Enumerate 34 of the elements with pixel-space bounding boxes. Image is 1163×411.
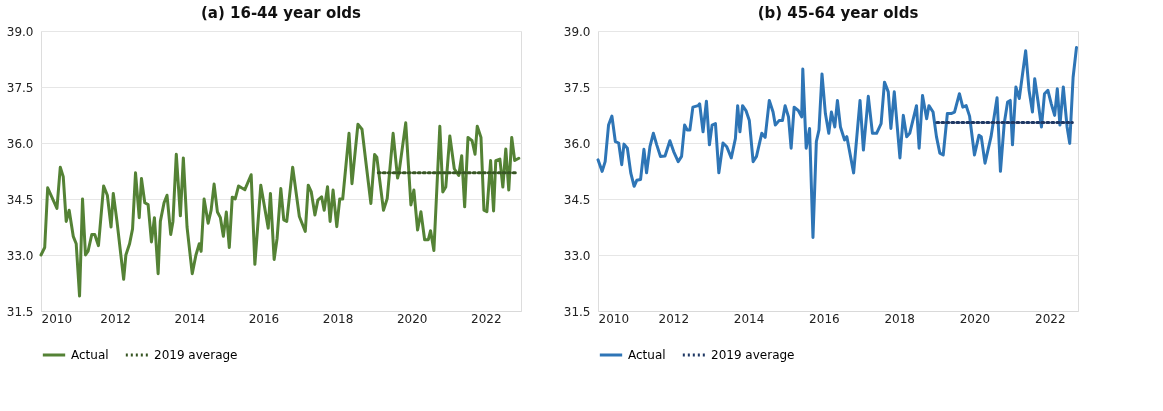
- x-tick-label: 2012: [100, 311, 131, 326]
- y-tick-label: 36.0: [6, 136, 34, 151]
- y-tick-label: 33.0: [6, 248, 34, 263]
- y-tick-label: 39.0: [6, 24, 34, 39]
- y-tick-label: 37.5: [563, 80, 591, 95]
- x-tick-label: 2012: [658, 311, 690, 326]
- y-tick-label: 36.0: [563, 136, 591, 151]
- x-tick-label: 2010: [598, 311, 630, 326]
- y-tick-label: 34.5: [6, 192, 34, 207]
- line-series: [596, 45, 1078, 239]
- y-tick-label: 31.5: [563, 304, 591, 319]
- line-series: [39, 121, 521, 298]
- y-tick-label: 39.0: [563, 24, 591, 39]
- legend-label: 2019 average: [154, 348, 238, 362]
- legend-label: Actual: [628, 348, 666, 362]
- chart-title: (b) 45-64 year olds: [757, 4, 919, 22]
- x-tick-label: 2020: [959, 311, 991, 326]
- x-tick-label: 2010: [41, 311, 73, 326]
- x-tick-label: 2022: [471, 311, 502, 326]
- y-tick-label: 33.0: [563, 248, 591, 263]
- y-tick-label: 31.5: [6, 304, 34, 319]
- x-tick-label: 2014: [733, 311, 765, 326]
- y-tick-label: 37.5: [6, 80, 34, 95]
- x-tick-label: 2016: [248, 311, 280, 326]
- x-tick-label: 2020: [396, 311, 428, 326]
- y-tick-label: 34.5: [563, 192, 591, 207]
- chart-title: (a) 16-44 year olds: [200, 4, 362, 22]
- x-tick-label: 2018: [884, 311, 915, 326]
- x-tick-label: 2022: [1034, 311, 1066, 326]
- x-tick-label: 2016: [809, 311, 840, 326]
- x-tick-label: 2018: [322, 311, 354, 326]
- x-tick-label: 2014: [174, 311, 206, 326]
- legend-label: Actual: [71, 348, 109, 362]
- legend-label: 2019 average: [711, 348, 795, 362]
